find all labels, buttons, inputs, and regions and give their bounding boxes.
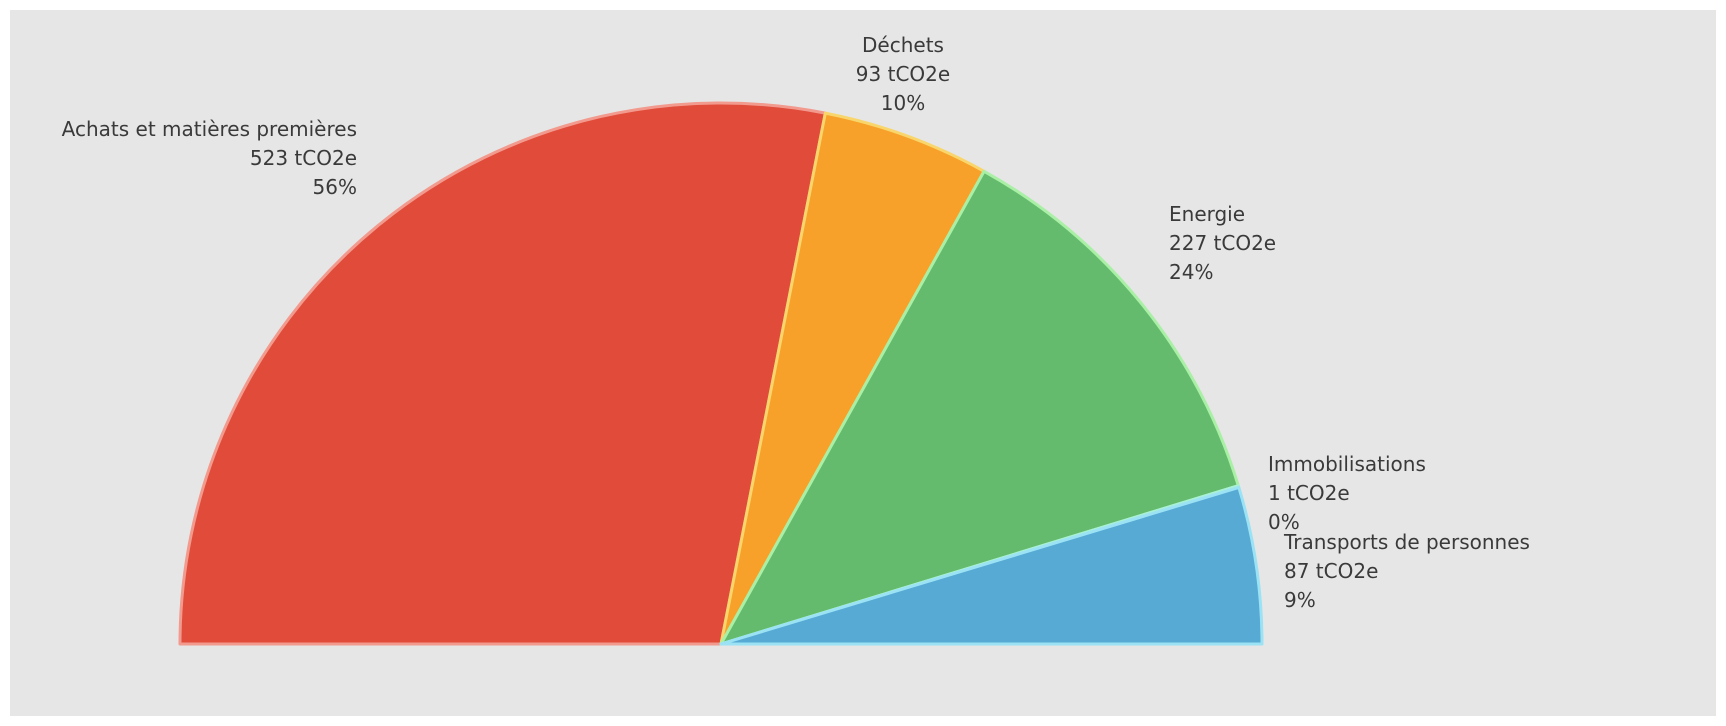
slice-percent-label: 10% [881, 91, 925, 115]
slice-value-label: 87 tCO2e [1284, 559, 1378, 583]
slice-name-label: Achats et matières premières [62, 117, 357, 141]
slice-label-dechets: Déchets 93 tCO2e 10% [856, 33, 950, 115]
slice-value-label: 93 tCO2e [856, 62, 950, 86]
slice-transports-de-personnes[interactable] [719, 485, 1264, 646]
semi-pie-chart: Achats et matières premières 523 tCO2e 56%… [62, 33, 1530, 646]
slice-label-immobilisations: Immobilisations 1 tCO2e 0% [1268, 452, 1426, 534]
slice-percent-label: 56% [313, 175, 357, 199]
slice-label-transports-de-personnes: Transports de personnes 87 tCO2e 9% [1283, 530, 1530, 612]
slice-value-label: 227 tCO2e [1169, 231, 1276, 255]
slice-name-label: Energie [1169, 202, 1245, 226]
slice-name-label: Transports de personnes [1283, 530, 1530, 554]
slice-label-achats-et-matieres-premieres: Achats et matières premières 523 tCO2e 56% [62, 117, 357, 199]
slice-achats-et-matieres-premieres[interactable] [178, 101, 827, 646]
slice-label-energie: Energie 227 tCO2e 24% [1169, 202, 1276, 284]
slice-percent-label: 9% [1284, 588, 1316, 612]
slice-value-label: 1 tCO2e [1268, 481, 1350, 505]
chart-area: Achats et matières premières 523 tCO2e 56%… [10, 10, 1716, 716]
slice-name-label: Immobilisations [1268, 452, 1426, 476]
slice-name-label: Déchets [862, 33, 944, 57]
slice-dechets[interactable] [719, 111, 986, 646]
slice-energie[interactable] [719, 169, 1240, 646]
slice-percent-label: 0% [1268, 510, 1300, 534]
slice-percent-label: 24% [1169, 260, 1213, 284]
slice-value-label: 523 tCO2e [250, 146, 357, 170]
